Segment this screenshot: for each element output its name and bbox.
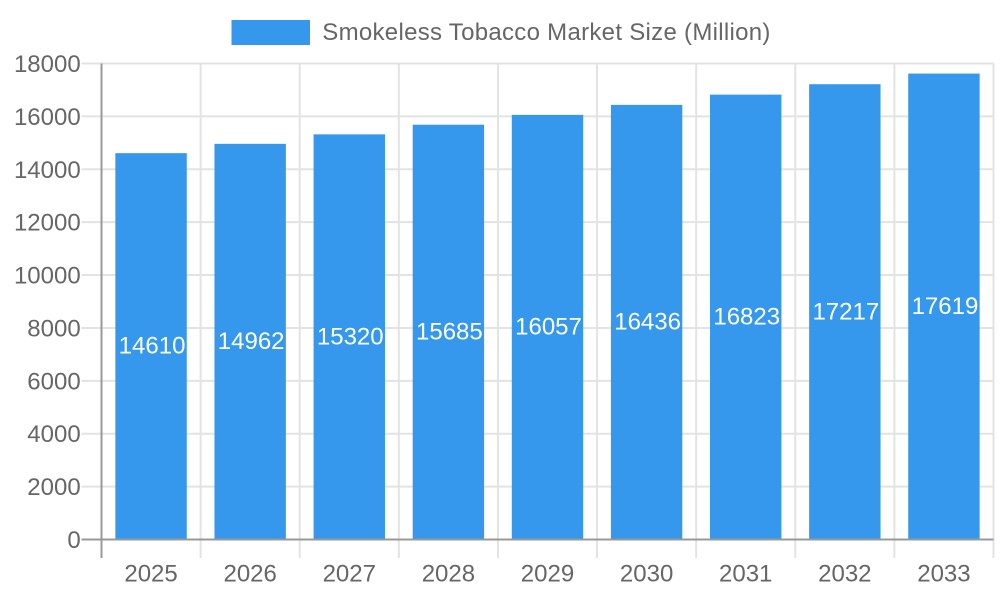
svg-text:2033: 2033: [917, 561, 970, 588]
svg-text:2030: 2030: [620, 561, 673, 588]
svg-text:Smokeless Tobacco Market Size: Smokeless Tobacco Market Size (Million): [322, 19, 770, 46]
svg-text:16436: 16436: [614, 309, 681, 336]
svg-text:4000: 4000: [27, 421, 80, 448]
svg-text:2025: 2025: [124, 561, 177, 588]
svg-text:17217: 17217: [812, 298, 879, 325]
svg-text:14610: 14610: [119, 333, 186, 360]
svg-text:10000: 10000: [14, 263, 81, 290]
svg-text:12000: 12000: [14, 210, 81, 237]
svg-text:8000: 8000: [27, 315, 80, 342]
svg-text:2028: 2028: [422, 561, 475, 588]
svg-text:14000: 14000: [14, 157, 81, 184]
svg-text:2029: 2029: [521, 561, 574, 588]
svg-text:17619: 17619: [912, 293, 979, 320]
svg-text:2026: 2026: [223, 561, 276, 588]
svg-text:16000: 16000: [14, 104, 81, 131]
svg-text:0: 0: [67, 527, 80, 554]
svg-text:14962: 14962: [218, 328, 285, 355]
svg-text:2031: 2031: [719, 561, 772, 588]
svg-text:15685: 15685: [416, 319, 483, 346]
svg-text:16057: 16057: [515, 314, 582, 341]
svg-text:6000: 6000: [27, 368, 80, 395]
svg-text:15320: 15320: [317, 323, 384, 350]
svg-text:16823: 16823: [713, 303, 780, 330]
svg-text:18000: 18000: [14, 51, 81, 78]
svg-text:2027: 2027: [323, 561, 376, 588]
svg-text:2000: 2000: [27, 474, 80, 501]
svg-text:2032: 2032: [818, 561, 871, 588]
